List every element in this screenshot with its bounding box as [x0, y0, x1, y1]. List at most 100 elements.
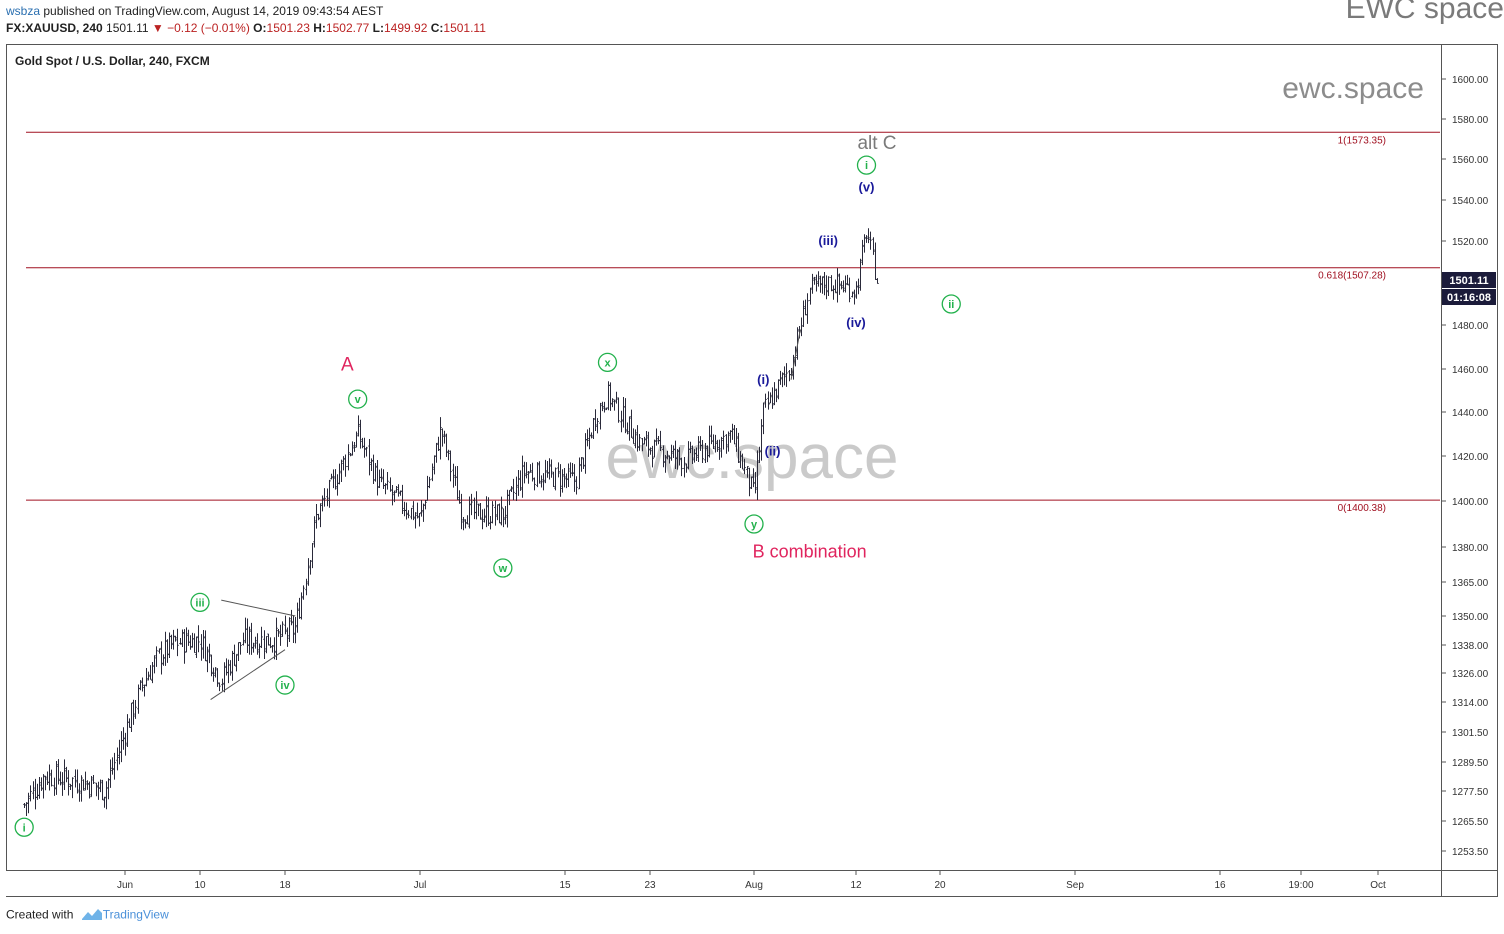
time-tick-label: 10: [194, 880, 206, 891]
close-value: 1501.11: [443, 21, 486, 35]
wave-label-circle: x: [597, 352, 618, 373]
wave-label-ring: [275, 675, 295, 695]
wave-label-text: (iii): [818, 233, 838, 248]
price-tick-label: 1440.00: [1452, 408, 1489, 419]
wave-label-ring: [348, 389, 368, 409]
open-value: 1501.23: [266, 21, 310, 35]
high-label: H:: [313, 21, 326, 35]
price-tick-label: 1380.00: [1452, 543, 1489, 554]
price-tick-label: 1338.00: [1452, 641, 1489, 652]
wave-label-ring: [493, 558, 513, 578]
wave-label-circle: v: [348, 389, 368, 409]
wave-label-text: (i): [757, 372, 769, 387]
fib-levels: 1(1573.35) 0.618(1507.28) 0(1400.38): [26, 131, 1440, 514]
price-tick-label: 1289.50: [1452, 758, 1489, 769]
wave-label-text: ii: [948, 299, 954, 311]
time-tick-label: Aug: [745, 880, 763, 891]
price-tick-label: 1600.00: [1452, 75, 1489, 86]
price-tick-label: 1520.00: [1452, 237, 1489, 248]
ohlc-bars: [23, 228, 879, 816]
wave-label-ring: [744, 514, 764, 534]
wave-label-ring: [941, 294, 961, 314]
wave-label-text: w: [498, 563, 508, 575]
price-tick-label: 1480.00: [1452, 321, 1489, 332]
price-tick-label: 1560.00: [1452, 155, 1489, 166]
triangle-boundary-line: [210, 649, 286, 700]
last-price: 1501.11: [106, 21, 149, 35]
wave-label-text: i: [23, 822, 26, 834]
time-tick-label: 12: [850, 880, 862, 891]
price-tick-label: 1400.00: [1452, 497, 1489, 508]
trend-line: [790, 329, 801, 380]
wave-label-text: (ii): [765, 444, 781, 459]
price-tick-label: 1277.50: [1452, 787, 1489, 798]
price-tick-label: 1540.00: [1452, 196, 1489, 207]
wave-label-text: x: [604, 357, 611, 369]
time-axis[interactable]: Jun 10 18 Jul 15 23 Aug 12 20 Sep 16 19:00 Oct: [117, 870, 1386, 891]
top-right-watermark: ewc.space: [1282, 72, 1424, 105]
price-tick-label: 1350.00: [1452, 612, 1489, 623]
price-axis[interactable]: 1600.00 1580.00 1560.00 1540.00 1520.00 1480.…: [1441, 75, 1489, 858]
time-tick-label: Jun: [117, 880, 133, 891]
fib-level-label: 0(1400.38): [1338, 503, 1386, 514]
wave-label-ring: [856, 155, 877, 175]
wave-label-circle: ii: [941, 294, 961, 314]
wave-label-text: alt C: [857, 133, 896, 154]
high-value: 1502.77: [325, 21, 370, 35]
wave-label-text: i: [865, 160, 868, 172]
wave-label-circle: iii: [190, 592, 210, 613]
published-text: published on TradingView.com, August 14,…: [43, 4, 384, 18]
countdown-tag-text: 01:16:08: [1447, 292, 1491, 304]
last-price-tag-bg: [1442, 272, 1496, 288]
wave-label-ring: [597, 352, 618, 373]
brand-watermark: EWC space: [1345, 0, 1504, 25]
publisher-name[interactable]: wsbza: [6, 4, 41, 18]
wave-label-text: (v): [859, 180, 875, 195]
wave-label-ring: [14, 817, 34, 837]
wave-label-text: A: [341, 355, 354, 376]
publish-info: wsbza published on TradingView.com, Augu…: [6, 4, 383, 18]
symbol-name: FX:XAUUSD, 240: [6, 21, 103, 35]
price-tick-label: 1365.00: [1452, 578, 1489, 589]
last-price-tag-text: 1501.11: [1449, 275, 1488, 287]
footer: Created with TradingView: [6, 907, 169, 924]
price-tick-label: 1301.50: [1452, 728, 1489, 739]
time-tick-label: 16: [1214, 880, 1226, 891]
wave-label-text: v: [355, 394, 362, 406]
price-tick-label: 1326.00: [1452, 669, 1489, 680]
time-tick-label: 15: [559, 880, 571, 891]
wave-label-text: (iv): [846, 315, 866, 330]
time-tick-label: Jul: [414, 880, 427, 891]
wave-label-text: B combination: [753, 542, 867, 562]
chart-frame: [6, 44, 1498, 871]
price-change: ▼ −0.12 (−0.01%): [151, 21, 250, 35]
time-tick-label: 18: [279, 880, 291, 891]
low-label: L:: [372, 21, 384, 35]
low-value: 1499.92: [383, 21, 428, 35]
tradingview-brand[interactable]: TradingView: [102, 907, 169, 922]
wave-label-circle: i: [856, 155, 877, 175]
wave-label-text: iii: [195, 597, 204, 609]
last-price-tag: 1501.11: [1442, 272, 1496, 288]
price-tick-label: 1265.50: [1452, 817, 1489, 828]
time-tick-label: Sep: [1066, 880, 1084, 891]
countdown-tag-bg: [1442, 289, 1496, 305]
wave-label-circle: w: [493, 558, 513, 578]
close-label: C:: [430, 21, 444, 35]
price-tick-label: 1314.00: [1452, 698, 1489, 709]
price-tick-label: 1580.00: [1452, 115, 1489, 126]
created-with-text: Created with: [6, 907, 74, 922]
tradingview-logo-icon[interactable]: [81, 907, 103, 924]
wave-label-circle: i: [14, 817, 34, 837]
triangle-boundary-line: [221, 599, 296, 617]
wave-label-circle: iv: [275, 675, 295, 695]
price-tick-label: 1420.00: [1452, 452, 1489, 463]
fib-level-label: 0.618(1507.28): [1318, 271, 1386, 282]
open-label: O:: [253, 21, 267, 35]
time-tick-label: 20: [934, 880, 946, 891]
symbol-info-line: FX:XAUUSD, 240 1501.11 ▼ −0.12 (−0.01%) …: [6, 21, 486, 35]
wave-label-text: y: [751, 519, 758, 531]
price-tick-label: 1460.00: [1452, 365, 1489, 376]
